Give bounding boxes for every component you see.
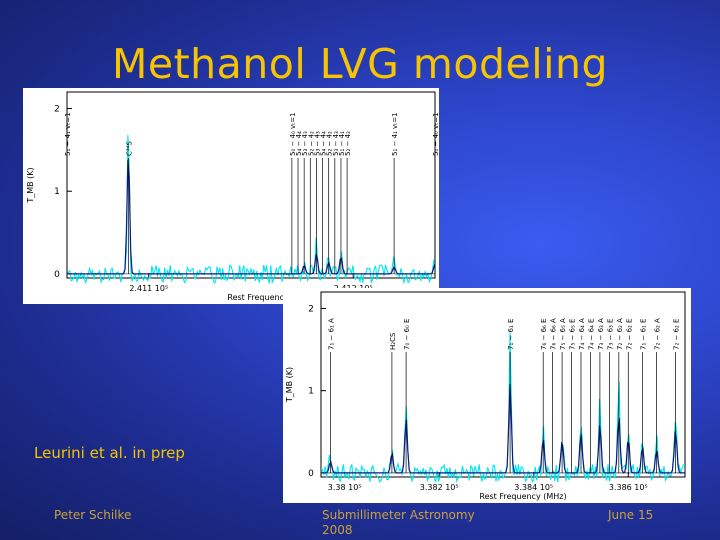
transition-label: 5₂ − 4₂ [307, 131, 315, 156]
transition-label: 5₃ − 4₃ [313, 131, 321, 156]
transition-label: 5₃ − 4₃ [332, 131, 340, 156]
transition-label: 5₄ − 4₄ [295, 131, 303, 156]
transition-label: 5₀ − 4₀ vₜ=1 [289, 112, 297, 156]
spectrum-chart-2: 0 1 2 T_MB (K) 3.38 10⁵ 3.382 10⁵ 3.384 10⁵ 3.3… [285, 291, 686, 501]
transition-label: 5₃ − 4₃ [301, 131, 309, 156]
transition-label: 7₂ − 6₂ A [616, 318, 624, 350]
observed-spectrum [320, 332, 686, 484]
transition-label: 7₀ − 6₀ E [403, 319, 411, 350]
transition-label: 5₁ − 4₁ vₜ=1 [64, 112, 72, 156]
transition-label: 5₄ − 4₄ [320, 131, 328, 156]
x-tick-label: 3.384 10⁵ [514, 483, 553, 492]
transition-label: 7₂ − 6₂ E [673, 319, 681, 350]
y-tick-label: 0 [54, 270, 60, 280]
transition-label: 7₁ − 6₁ A [327, 318, 335, 350]
transition-label: 7₃ − 6₃ E [606, 319, 614, 350]
x-tick-label: 3.38 10⁵ [328, 483, 362, 492]
transition-label: 5₁ − 4₁ vₜ=1 [391, 112, 399, 156]
y-axis-label: T_MB (K) [285, 367, 294, 403]
transition-label: 7₄ − 6₄ E [587, 319, 595, 350]
y-tick-label: 2 [54, 105, 60, 115]
plot-frame [66, 91, 436, 279]
transition-label: H₂CS [389, 332, 397, 350]
y-tick-label: 1 [54, 187, 60, 197]
spectrum-plot-338ghz: 0 1 2 T_MB (K) 3.38 10⁵ 3.382 10⁵ 3.384 10⁵ 3.3… [283, 288, 691, 503]
model-spectrum [67, 160, 436, 275]
model-spectrum [321, 383, 685, 474]
transition-label: 7₁ − 6₁ E [507, 319, 515, 350]
reference-caption: Leurini et al. in prep [34, 444, 185, 462]
transition-label: 7₆ − 6₆ E [540, 319, 548, 350]
transition-label: 7₁ − 6₁ E [639, 319, 647, 350]
transition-label: 7₃ − 6₃ A [597, 318, 605, 350]
y-tick-label: 0 [308, 469, 314, 479]
transition-label: 7₅ − 6₅ A [559, 318, 567, 350]
y-tick-label: 1 [308, 387, 314, 397]
transition-label: 7₂ − 6₂ A [654, 318, 662, 350]
x-axis-label: Rest Frequency (MHz) [479, 492, 566, 501]
slide-title: Methanol LVG modeling [111, 40, 609, 88]
transition-label: 7₆ − 6₆ A [550, 318, 558, 350]
y-tick-label: 2 [308, 304, 314, 314]
x-tick-label: 3.386 10⁵ [609, 483, 648, 492]
transition-label: 5₂ − 4₂ [344, 131, 352, 156]
transition-label: 7₄ − 6₄ A [578, 318, 586, 350]
footer-author: Peter Schilke [54, 508, 132, 522]
footer-date: June 15 [608, 508, 654, 522]
x-tick-label: 3.382 10⁵ [420, 483, 459, 492]
transition-label: 5₂ − 4₂ [326, 131, 334, 156]
x-tick-label: 2.411 10⁵ [129, 284, 168, 293]
x-axis-label: Rest Frequency (MHz) [227, 293, 314, 302]
footer-course: Submillimeter Astronomy 2008 [322, 508, 475, 537]
y-axis-label: T_MB (K) [26, 167, 35, 203]
transition-label: 7₂ − 6₂ E [625, 319, 633, 350]
observed-spectrum [66, 134, 436, 285]
transition-label: 5₀ − 4₀ vₜ=1 [432, 112, 439, 156]
transition-label: 7₅ − 6₅ E [569, 319, 577, 350]
transition-label: C³⁴S [125, 141, 133, 157]
transition-label: 5₁ − 4₁ [338, 131, 346, 156]
